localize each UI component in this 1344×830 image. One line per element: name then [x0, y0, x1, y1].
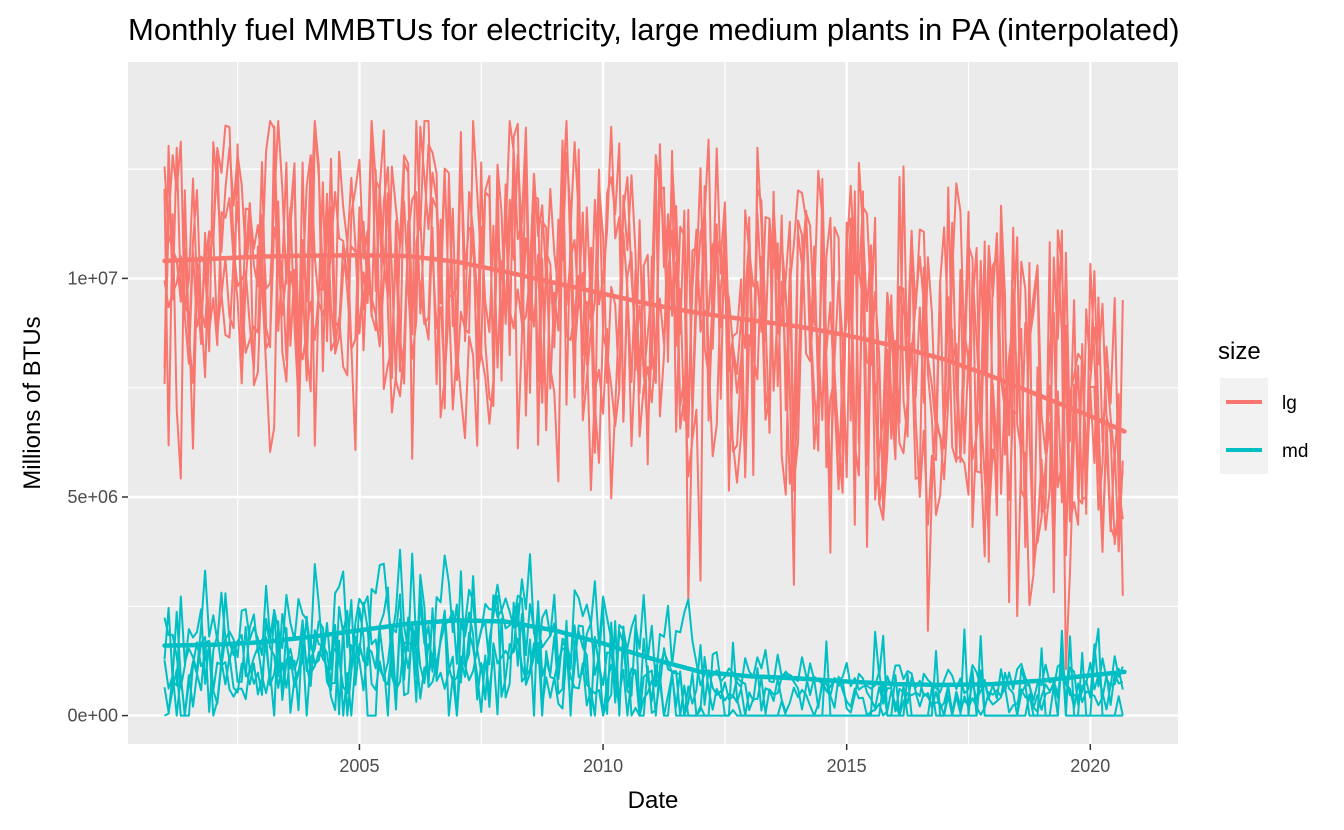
series-line-lg-5: [163, 120, 1124, 671]
y-tick-label: 5e+06: [67, 487, 118, 507]
series-line-md-5: [163, 570, 1124, 717]
y-axis-ticks: 0e+00 5e+06 1e+07: [67, 268, 128, 726]
x-tick-label: 2020: [1070, 756, 1110, 776]
x-tick-label: 2005: [339, 756, 379, 776]
x-axis-ticks: 2005 2010 2015 2020: [339, 744, 1110, 776]
x-tick-label: 2010: [583, 756, 623, 776]
series-line-md-4: [163, 601, 1123, 717]
x-tick-label: 2015: [827, 756, 867, 776]
series-line-lg-4: [163, 120, 1124, 604]
chart-title: Monthly fuel MMBTUs for electricity, lar…: [128, 12, 1180, 47]
legend-label-md: md: [1282, 441, 1308, 462]
y-axis-title: Millions of BTUs: [19, 316, 46, 489]
trend-line-lg: [162, 252, 1127, 434]
series-lines: [163, 120, 1124, 717]
trend-line-md: [162, 618, 1127, 688]
legend: size lg md: [1218, 338, 1308, 474]
legend-label-lg: lg: [1282, 393, 1297, 414]
series-line-lg-3: [163, 120, 1124, 618]
legend-title: size: [1218, 338, 1261, 365]
x-axis-title: Date: [628, 787, 679, 814]
y-tick-label: 1e+07: [67, 268, 118, 288]
trend-lines: [162, 252, 1127, 688]
y-tick-label: 0e+00: [67, 706, 118, 726]
